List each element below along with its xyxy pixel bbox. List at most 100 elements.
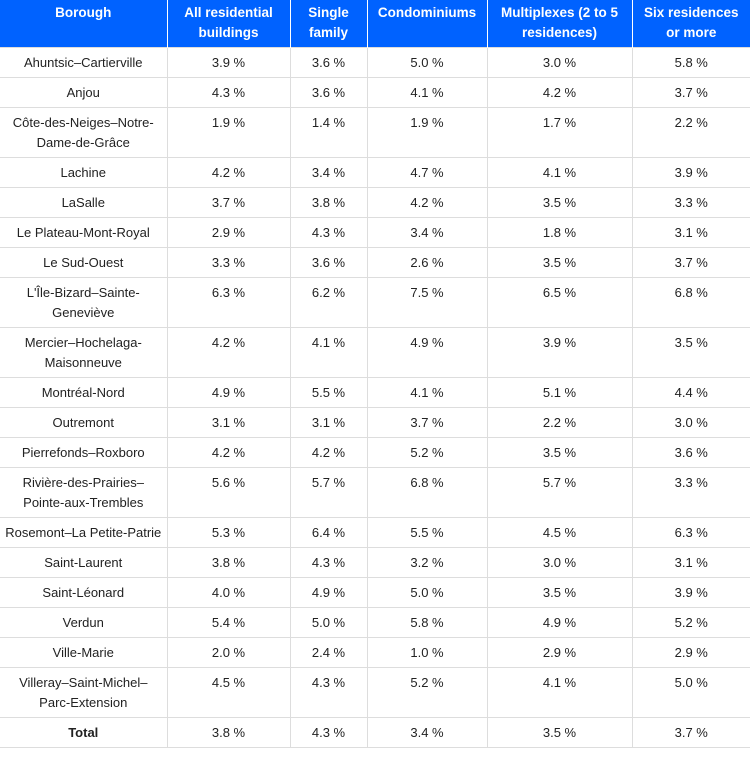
cell-multiplexes: 6.5 % [486, 277, 633, 328]
cell-condominiums: 3.4 % [366, 217, 488, 248]
cell-borough: Montréal-Nord [0, 377, 168, 408]
cell-six-residences: 3.6 % [631, 437, 750, 468]
cell-six-residences: 3.5 % [631, 327, 750, 378]
cell-six-residences: 3.3 % [631, 187, 750, 218]
cell-multiplexes: 3.9 % [486, 327, 633, 378]
cell-borough: Saint-Léonard [0, 577, 168, 608]
header-six-residences: Six residences or more [631, 0, 750, 48]
cell-multiplexes: 1.8 % [486, 217, 633, 248]
cell-single-family: 4.3 % [289, 717, 368, 748]
cell-multiplexes: 5.1 % [486, 377, 633, 408]
table-row: Le Sud-Ouest 3.3 % 3.6 % 2.6 % 3.5 % 3.7 % [0, 247, 750, 278]
cell-single-family: 3.4 % [289, 157, 368, 188]
cell-six-residences: 3.9 % [631, 157, 750, 188]
header-all-residential: All residential buildings [166, 0, 290, 48]
cell-single-family: 1.4 % [289, 107, 368, 158]
cell-six-residences: 3.7 % [631, 717, 750, 748]
table-row: Ville-Marie 2.0 % 2.4 % 1.0 % 2.9 % 2.9 % [0, 637, 750, 668]
cell-single-family: 3.6 % [289, 47, 368, 78]
cell-condominiums: 5.2 % [366, 437, 488, 468]
table-row: Mercier–Hochelaga-Maisonneuve 4.2 % 4.1 % 4… [0, 327, 750, 378]
cell-multiplexes: 4.5 % [486, 517, 633, 548]
table-row: Anjou 4.3 % 3.6 % 4.1 % 4.2 % 3.7 % [0, 77, 750, 108]
table-row: Saint-Laurent 3.8 % 4.3 % 3.2 % 3.0 % 3.1 % [0, 547, 750, 578]
cell-single-family: 4.9 % [289, 577, 368, 608]
cell-all-residential: 4.2 % [166, 157, 291, 188]
table-row: L'Île-Bizard–Sainte-Geneviève 6.3 % 6.2 % 7… [0, 277, 750, 328]
cell-single-family: 5.0 % [289, 607, 368, 638]
cell-six-residences: 3.0 % [631, 407, 750, 438]
cell-six-residences: 3.7 % [631, 247, 750, 278]
cell-all-residential: 3.3 % [166, 247, 291, 278]
header-multiplexes: Multiplexes (2 to 5 residences) [486, 0, 632, 48]
cell-six-residences: 6.8 % [631, 277, 750, 328]
cell-all-residential: 4.5 % [166, 667, 291, 718]
cell-all-residential: 2.9 % [166, 217, 291, 248]
cell-all-residential: 3.8 % [166, 547, 291, 578]
cell-single-family: 5.5 % [289, 377, 368, 408]
cell-single-family: 6.4 % [289, 517, 368, 548]
cell-borough: Mercier–Hochelaga-Maisonneuve [0, 327, 168, 378]
table-row: Outremont 3.1 % 3.1 % 3.7 % 2.2 % 3.0 % [0, 407, 750, 438]
cell-single-family: 4.1 % [289, 327, 368, 378]
cell-condominiums: 4.2 % [366, 187, 488, 218]
table-row: Rosemont–La Petite-Patrie 5.3 % 6.4 % 5.5 %… [0, 517, 750, 548]
cell-condominiums: 3.4 % [366, 717, 488, 748]
cell-borough: Le Plateau-Mont-Royal [0, 217, 168, 248]
cell-condominiums: 6.8 % [366, 467, 488, 518]
table-row: Côte-des-Neiges–Notre-Dame-de-Grâce 1.9 %… [0, 107, 750, 158]
cell-six-residences: 3.7 % [631, 77, 750, 108]
header-condominiums: Condominiums [366, 0, 487, 48]
borough-rates-table: Borough All residential buildings Single… [0, 0, 750, 748]
cell-six-residences: 3.1 % [631, 547, 750, 578]
cell-six-residences: 5.2 % [631, 607, 750, 638]
cell-multiplexes: 4.9 % [486, 607, 633, 638]
header-single-family: Single family [289, 0, 367, 48]
table-row: Le Plateau-Mont-Royal 2.9 % 4.3 % 3.4 % 1.8 … [0, 217, 750, 248]
cell-condominiums: 4.7 % [366, 157, 488, 188]
cell-six-residences: 3.3 % [631, 467, 750, 518]
cell-single-family: 4.2 % [289, 437, 368, 468]
cell-single-family: 3.1 % [289, 407, 368, 438]
cell-multiplexes: 3.0 % [486, 547, 633, 578]
cell-condominiums: 5.5 % [366, 517, 488, 548]
cell-all-residential: 4.0 % [166, 577, 291, 608]
cell-borough: L'Île-Bizard–Sainte-Geneviève [0, 277, 168, 328]
cell-borough: Total [0, 717, 168, 748]
cell-all-residential: 2.0 % [166, 637, 291, 668]
cell-all-residential: 3.9 % [166, 47, 291, 78]
cell-single-family: 4.3 % [289, 667, 368, 718]
cell-condominiums: 2.6 % [366, 247, 488, 278]
cell-six-residences: 2.2 % [631, 107, 750, 158]
cell-borough: Ville-Marie [0, 637, 168, 668]
cell-condominiums: 3.7 % [366, 407, 488, 438]
cell-all-residential: 6.3 % [166, 277, 291, 328]
cell-single-family: 6.2 % [289, 277, 368, 328]
cell-six-residences: 5.8 % [631, 47, 750, 78]
table-row: Verdun 5.4 % 5.0 % 5.8 % 4.9 % 5.2 % [0, 607, 750, 638]
cell-single-family: 3.8 % [289, 187, 368, 218]
cell-multiplexes: 3.5 % [486, 717, 633, 748]
cell-all-residential: 4.2 % [166, 327, 291, 378]
table-row: Villeray–Saint-Michel–Parc-Extension 4.5 … [0, 667, 750, 718]
cell-multiplexes: 2.2 % [486, 407, 633, 438]
cell-all-residential: 1.9 % [166, 107, 291, 158]
cell-single-family: 5.7 % [289, 467, 368, 518]
cell-six-residences: 3.9 % [631, 577, 750, 608]
table-row: Lachine 4.2 % 3.4 % 4.7 % 4.1 % 3.9 % [0, 157, 750, 188]
table-row: Rivière-des-Prairies–Pointe-aux-Trembles… [0, 467, 750, 518]
cell-all-residential: 4.9 % [166, 377, 291, 408]
cell-multiplexes: 3.5 % [486, 247, 633, 278]
cell-single-family: 2.4 % [289, 637, 368, 668]
cell-multiplexes: 4.2 % [486, 77, 633, 108]
cell-condominiums: 5.0 % [366, 577, 488, 608]
table-body: Ahuntsic–Cartierville 3.9 % 3.6 % 5.0 % 3.0 … [0, 47, 750, 748]
cell-borough: Ahuntsic–Cartierville [0, 47, 168, 78]
cell-borough: Pierrefonds–Roxboro [0, 437, 168, 468]
cell-condominiums: 5.2 % [366, 667, 488, 718]
cell-borough: LaSalle [0, 187, 168, 218]
cell-borough: Lachine [0, 157, 168, 188]
cell-all-residential: 3.8 % [166, 717, 291, 748]
table-row: Pierrefonds–Roxboro 4.2 % 4.2 % 5.2 % 3.5 % 3… [0, 437, 750, 468]
cell-borough: Le Sud-Ouest [0, 247, 168, 278]
